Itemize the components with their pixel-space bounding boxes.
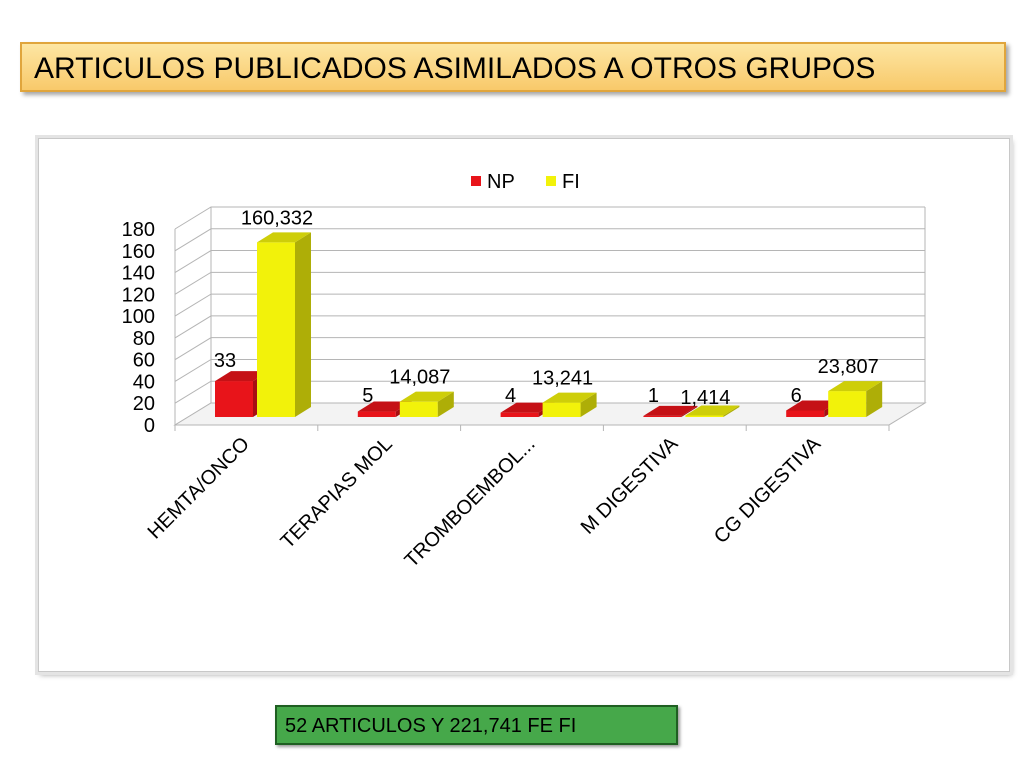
x-category-label: TERAPIAS MOL [277,433,397,553]
bar-fi-top [828,381,883,392]
page-title: ARTICULOS PUBLICADOS ASIMILADOS A OTROS … [34,52,876,85]
bar-fi-side [437,391,454,417]
bar-fi-front [399,401,438,417]
summary-text: 52 ARTICULOS Y 221,741 FE FI [285,715,577,737]
x-category-label: HEMTA/ONCO [144,433,254,543]
legend-label-np: NP [487,171,515,193]
bar-fi-side [723,405,740,417]
bar-fi [542,392,597,417]
data-label-fi: 14,087 [389,367,450,389]
legend-swatch-fi [546,176,556,186]
bar-np-front [643,415,682,417]
bar-np-front [786,410,825,417]
bar-np-front [357,411,396,417]
chart-panel: 0 20 40 60 80 100 120 140 160 180 33 160,332 5 14,087… [38,138,1010,672]
bar-np-top [357,401,412,412]
bar-fi-side [580,392,597,417]
legend-swatch-np [471,176,481,186]
bar-fi-top [685,405,740,416]
y-tick-label: 0 [144,415,155,437]
bar-fi-top [399,391,454,402]
y-tick-label: 120 [122,284,155,306]
title-banner: ARTICULOS PUBLICADOS ASIMILADOS A OTROS … [20,42,1006,92]
data-label-np: 5 [362,385,373,407]
data-label-fi: 160,332 [241,207,313,229]
bar-np-top [500,402,555,413]
bar-fi-side [866,381,883,417]
bar-np-front [500,412,539,417]
data-label-np: 4 [505,385,516,407]
y-tick-label: 180 [122,219,155,241]
x-category-label: CG DIGESTIVA [710,433,826,549]
summary-banner: 52 ARTICULOS Y 221,741 FE FI [275,705,678,745]
legend-label-fi: FI [562,171,580,193]
y-tick-label: 60 [133,350,155,372]
data-label-np: 1 [648,385,659,407]
x-category-label: TROMBOEMBOL... [401,433,540,572]
bar-fi-front [828,391,867,417]
bar-fi [399,391,454,417]
bar-fi-side [295,232,311,417]
bar-fi [685,405,740,417]
data-label-fi: 1,414 [680,387,730,409]
bar-fi-top [542,392,597,403]
data-label-fi: 13,241 [532,368,593,390]
bar-np-front [215,381,253,417]
bar-np-top [786,400,841,411]
data-label-np: 6 [791,385,802,407]
data-label-np: 33 [214,350,236,372]
y-tick-label: 140 [122,263,155,285]
bar-np-top [643,405,698,416]
x-category-label: M DIGESTIVA [577,433,683,539]
bar-np-top [215,371,269,382]
y-tick-label: 40 [133,371,155,393]
y-tick-label: 100 [122,306,155,328]
bar-fi-top [257,232,311,243]
bar-np [643,405,698,417]
bar-fi-front [542,402,581,417]
y-tick-label: 160 [122,241,155,263]
bar-np-side [681,405,698,417]
bar-fi-front [257,242,295,417]
y-tick-label: 20 [133,393,155,415]
bar-fi-front [685,415,724,417]
bar-fi [257,232,311,417]
bar-fi [828,381,883,417]
y-tick-label: 80 [133,328,155,350]
data-label-fi: 23,807 [818,356,879,378]
legend [471,176,556,186]
